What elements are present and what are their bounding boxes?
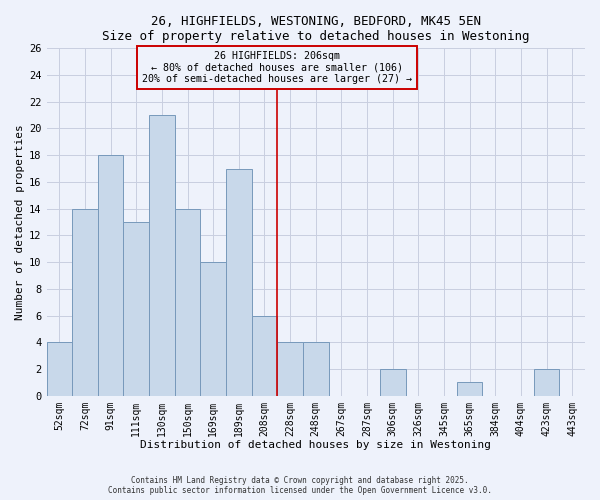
- Title: 26, HIGHFIELDS, WESTONING, BEDFORD, MK45 5EN
Size of property relative to detach: 26, HIGHFIELDS, WESTONING, BEDFORD, MK45…: [102, 15, 530, 43]
- Text: Contains HM Land Registry data © Crown copyright and database right 2025.
Contai: Contains HM Land Registry data © Crown c…: [108, 476, 492, 495]
- Bar: [226, 168, 251, 396]
- Bar: [47, 342, 72, 396]
- Bar: [277, 342, 303, 396]
- Bar: [534, 369, 559, 396]
- X-axis label: Distribution of detached houses by size in Westoning: Distribution of detached houses by size …: [140, 440, 491, 450]
- Bar: [200, 262, 226, 396]
- Bar: [149, 115, 175, 396]
- Bar: [251, 316, 277, 396]
- Bar: [72, 208, 98, 396]
- Bar: [380, 369, 406, 396]
- Bar: [303, 342, 329, 396]
- Y-axis label: Number of detached properties: Number of detached properties: [15, 124, 25, 320]
- Bar: [457, 382, 482, 396]
- Text: 26 HIGHFIELDS: 206sqm
← 80% of detached houses are smaller (106)
20% of semi-det: 26 HIGHFIELDS: 206sqm ← 80% of detached …: [142, 51, 412, 84]
- Bar: [175, 208, 200, 396]
- Bar: [98, 155, 124, 396]
- Bar: [124, 222, 149, 396]
